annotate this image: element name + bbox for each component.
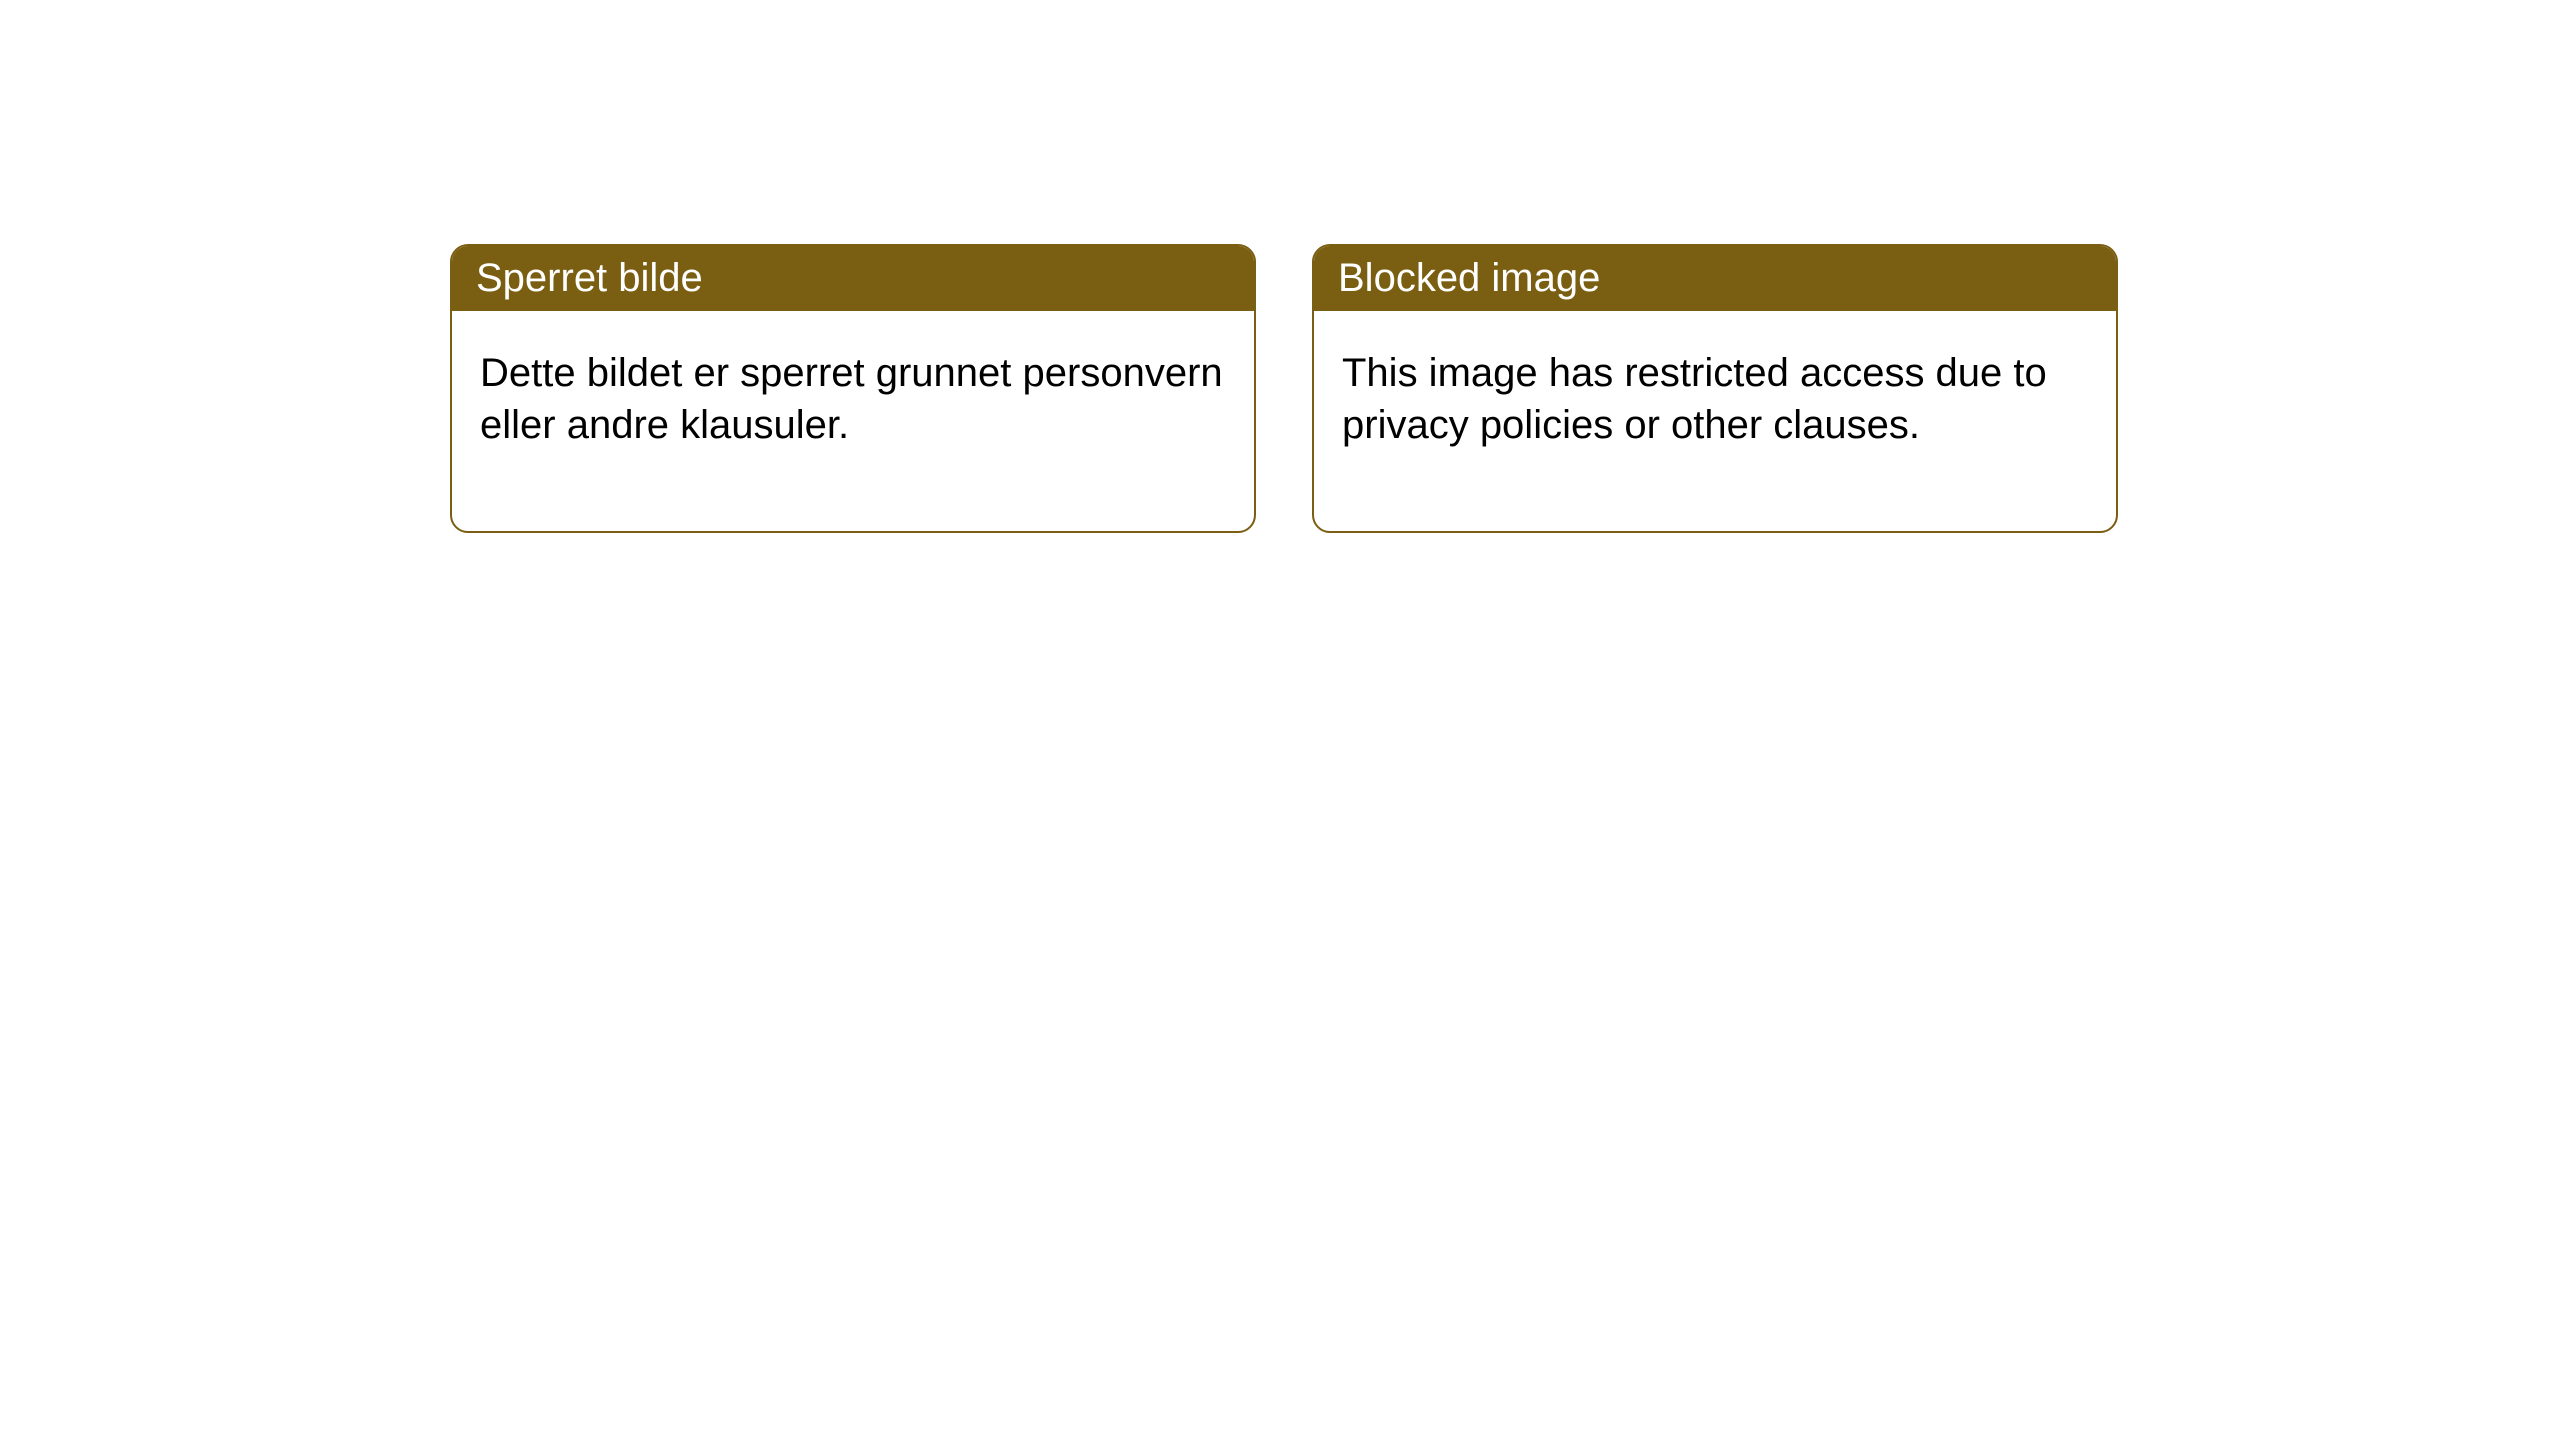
- notice-body-text-english: This image has restricted access due to …: [1342, 351, 2047, 447]
- notice-box-norwegian: Sperret bilde Dette bildet er sperret gr…: [450, 244, 1256, 533]
- notice-title-norwegian: Sperret bilde: [476, 256, 703, 300]
- notice-header-english: Blocked image: [1314, 246, 2116, 311]
- notice-body-text-norwegian: Dette bildet er sperret grunnet personve…: [480, 351, 1223, 447]
- notice-box-english: Blocked image This image has restricted …: [1312, 244, 2118, 533]
- notice-title-english: Blocked image: [1338, 256, 1600, 300]
- notice-body-english: This image has restricted access due to …: [1314, 311, 2116, 531]
- notice-body-norwegian: Dette bildet er sperret grunnet personve…: [452, 311, 1254, 531]
- notice-header-norwegian: Sperret bilde: [452, 246, 1254, 311]
- notice-container: Sperret bilde Dette bildet er sperret gr…: [450, 244, 2118, 533]
